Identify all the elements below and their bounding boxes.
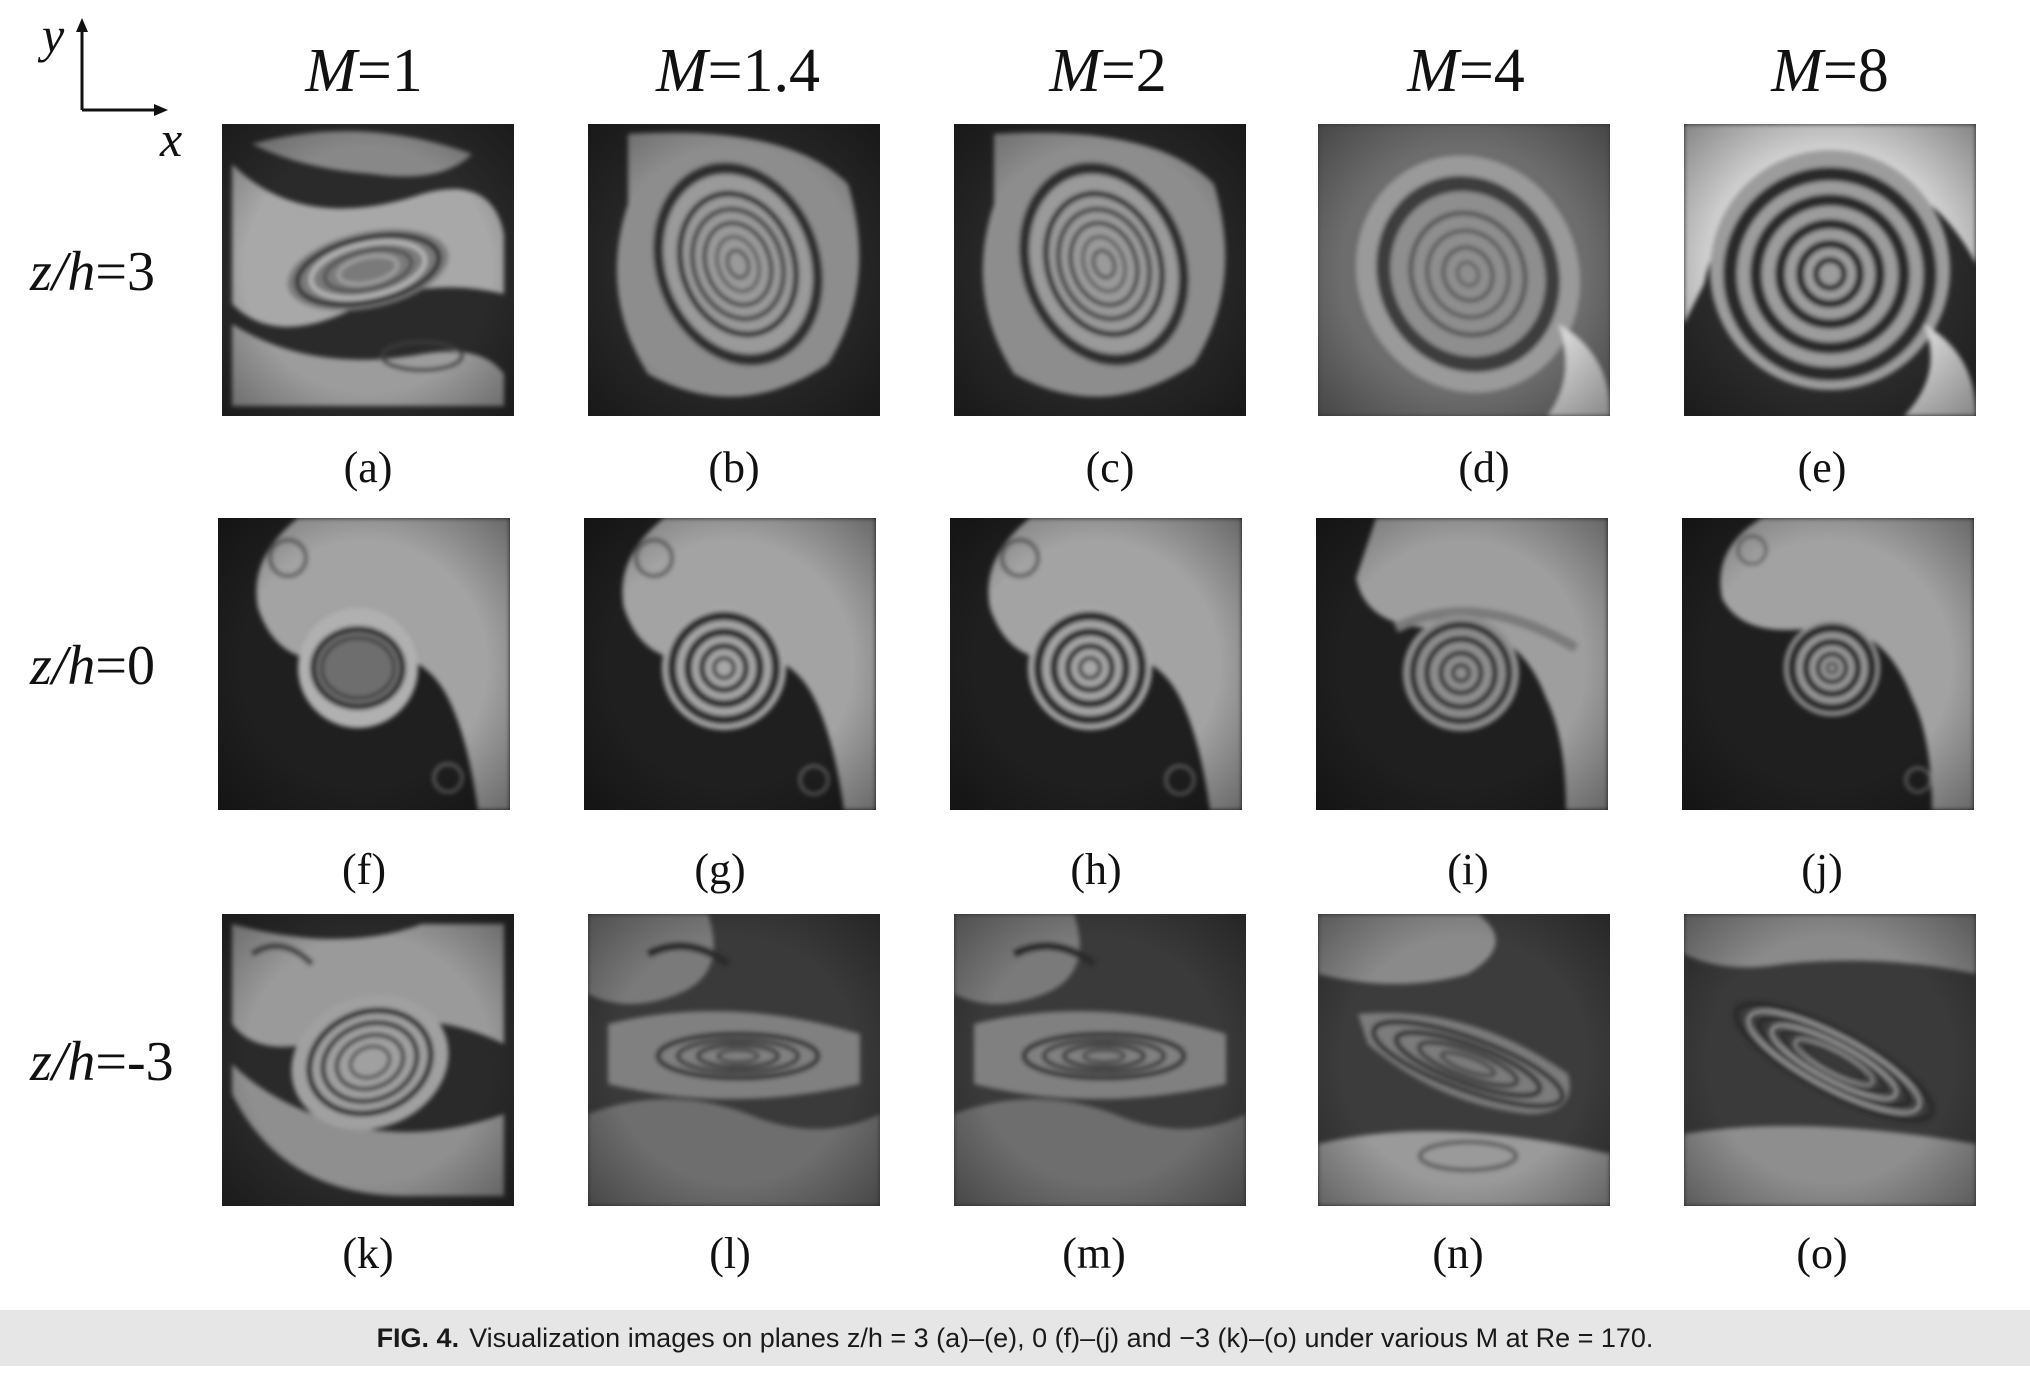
column-heading-m4: M=4 <box>1407 37 1525 105</box>
panel-h-image <box>950 518 1242 810</box>
panel-label-h: (h) <box>1070 845 1122 894</box>
panel-label-g: (g) <box>694 845 746 894</box>
panel-b-image <box>588 124 880 416</box>
panel-label-b: (b) <box>708 443 760 492</box>
caption-background <box>0 1310 2030 1366</box>
panel-e-image <box>1684 124 1976 416</box>
row-heading-z0: z/h=0 <box>30 635 155 697</box>
xy-axes-indicator: y x <box>36 7 186 164</box>
panel-label-m: (m) <box>1062 1229 1126 1278</box>
panel-label-d: (d) <box>1458 443 1510 492</box>
panel-d-image <box>1318 124 1610 416</box>
x-axis-label: x <box>160 111 183 167</box>
panel-label-k: (k) <box>342 1229 394 1278</box>
panel-label-l: (l) <box>709 1229 751 1278</box>
panel-i-image <box>1316 518 1608 810</box>
panel-label-a: (a) <box>343 443 393 492</box>
figure-caption: FIG. 4. Visualization images on planes z/… <box>0 1312 2030 1364</box>
panel-l-image <box>588 914 880 1206</box>
column-heading-m2: M=2 <box>1049 37 1167 105</box>
column-heading-m1-4: M=1.4 <box>655 37 821 105</box>
column-heading-m1: M=1 <box>305 37 423 105</box>
panel-n-image <box>1318 914 1610 1206</box>
panel-c-image <box>954 124 1246 416</box>
row-heading-z3: z/h=3 <box>30 241 155 303</box>
panel-g-image <box>584 518 876 810</box>
panel-label-c: (c) <box>1085 443 1135 492</box>
column-heading-m8: M=8 <box>1771 37 1889 105</box>
y-axis-label: y <box>42 7 65 63</box>
panel-label-n: (n) <box>1432 1229 1484 1278</box>
panel-label-e: (e) <box>1797 443 1847 492</box>
axes-arrows-icon <box>76 18 168 116</box>
panel-k-image <box>222 914 514 1206</box>
panel-f-image <box>218 518 510 810</box>
panel-label-f: (f) <box>342 845 386 894</box>
row-heading-zm3: z/h=-3 <box>30 1031 174 1093</box>
panel-label-j: (j) <box>1801 845 1843 894</box>
panel-label-o: (o) <box>1796 1229 1848 1278</box>
panel-m-image <box>954 914 1246 1206</box>
panel-o-image <box>1684 914 1976 1206</box>
caption-text: Visualization images on planes z/h = 3 (… <box>469 1323 1654 1353</box>
panel-a-image <box>222 124 514 416</box>
figure-number: FIG. 4. <box>376 1323 460 1353</box>
panel-j-image <box>1682 518 1974 810</box>
panel-label-i: (i) <box>1447 845 1489 894</box>
